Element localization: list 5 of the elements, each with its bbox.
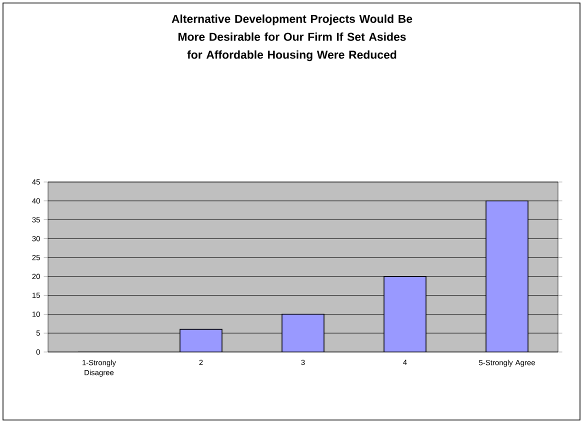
bar xyxy=(282,314,324,352)
bar xyxy=(486,200,528,352)
chart-title: Alternative Development Projects Would Be More Desirable for Our Firm If Set Asides for Affordable Housing Were Reduced xyxy=(172,14,412,62)
bar xyxy=(384,276,426,352)
bar xyxy=(180,328,222,352)
